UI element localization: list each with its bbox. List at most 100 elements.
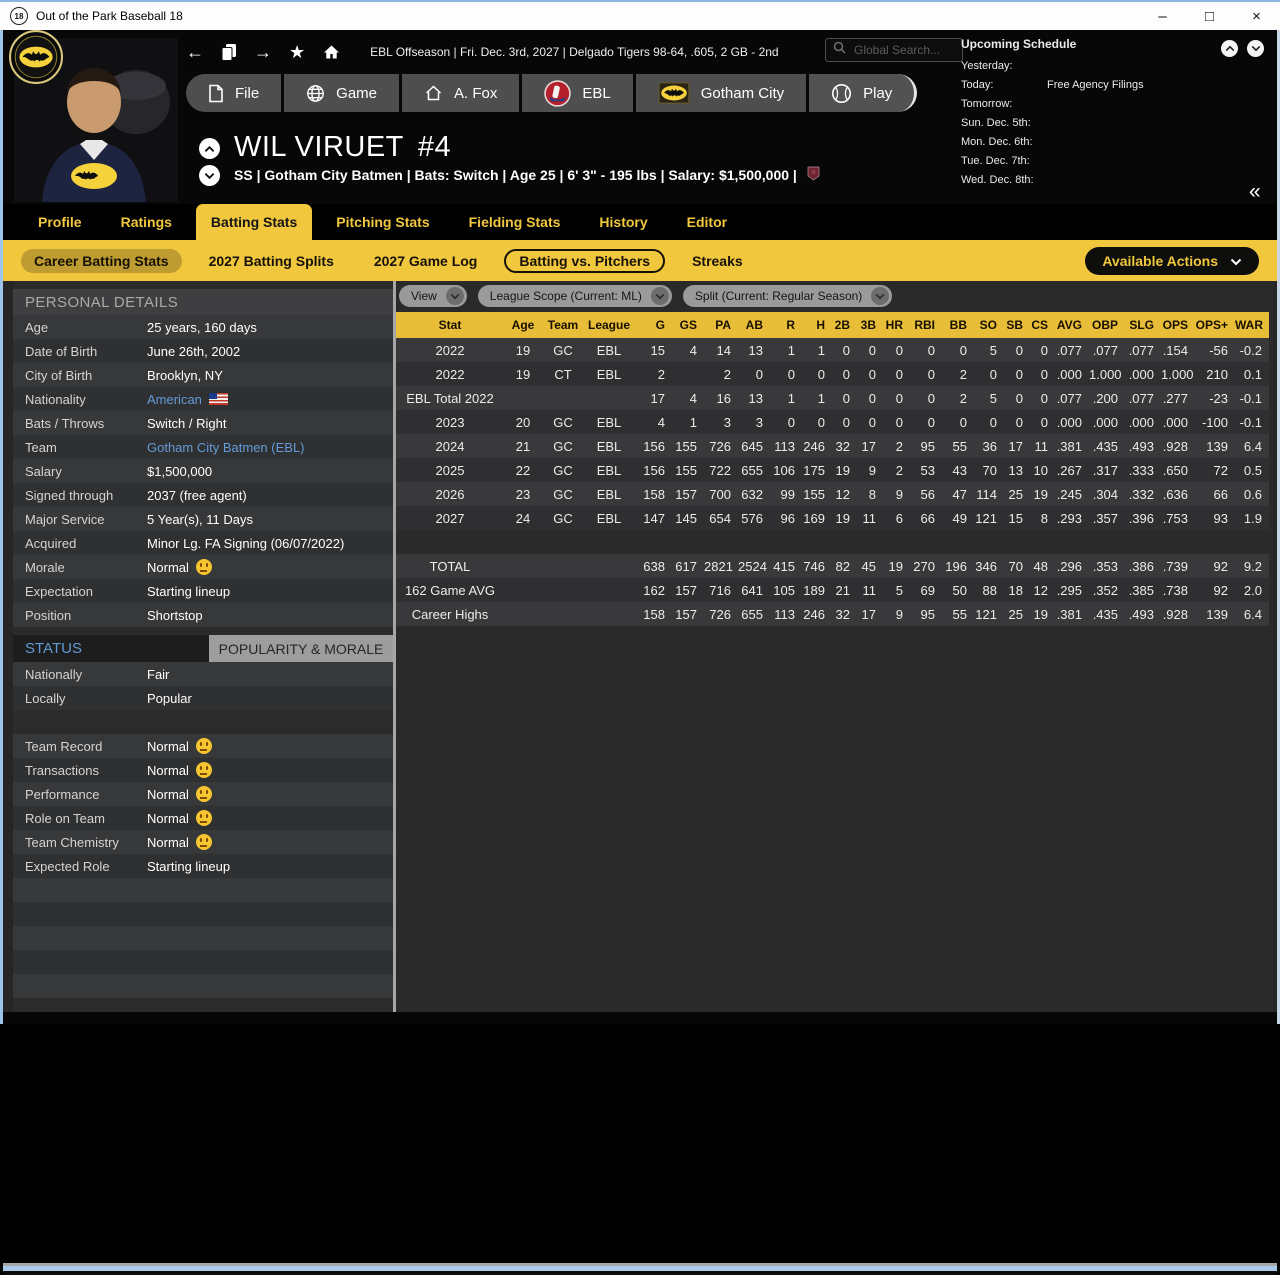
- tab-fielding-stats[interactable]: Fielding Stats: [468, 214, 561, 230]
- personal-detail-label: Acquired: [25, 535, 77, 551]
- column-header-league[interactable]: League: [584, 312, 634, 338]
- close-button[interactable]: ×: [1252, 7, 1261, 25]
- status-label: Locally: [25, 690, 66, 706]
- column-header-2b[interactable]: 2B: [832, 312, 857, 338]
- column-header-team[interactable]: Team: [542, 312, 584, 338]
- player-next-button[interactable]: [199, 165, 220, 186]
- personal-detail-value[interactable]: American: [147, 392, 228, 407]
- tab-batting-stats[interactable]: Batting Stats: [195, 204, 313, 240]
- minimize-button[interactable]: –: [1158, 7, 1167, 25]
- home-icon[interactable]: [322, 43, 341, 61]
- personal-detail-row-team: Team Gotham City Batmen (EBL): [13, 435, 393, 459]
- column-header-g[interactable]: G: [634, 312, 672, 338]
- status-row-transactions: Transactions Normal: [13, 758, 393, 782]
- column-header-3b[interactable]: 3B: [857, 312, 883, 338]
- maximize-button[interactable]: □: [1204, 7, 1215, 25]
- nav-button-a-fox[interactable]: A. Fox: [402, 74, 520, 112]
- tab-history[interactable]: History: [599, 214, 648, 230]
- subtab-career-batting-stats[interactable]: Career Batting Stats: [21, 248, 182, 273]
- column-header-so[interactable]: SO: [974, 312, 1004, 338]
- status-popularity-header: STATUS POPULARITY & MORALE: [13, 635, 393, 662]
- tab-ratings[interactable]: Ratings: [120, 214, 172, 230]
- column-header-ops[interactable]: OPS: [1161, 312, 1195, 338]
- schedule-day-label: Yesterday:: [961, 59, 1013, 72]
- status-value: Fair: [147, 666, 170, 682]
- personal-detail-value: Switch / Right: [147, 415, 227, 431]
- personal-detail-value: 2037 (free agent): [147, 487, 247, 503]
- subtab-2027-game-log[interactable]: 2027 Game Log: [373, 252, 478, 269]
- column-header-obp[interactable]: OBP: [1089, 312, 1125, 338]
- status-value: Starting lineup: [147, 858, 231, 874]
- us-flag-icon: [208, 393, 228, 405]
- tab-editor[interactable]: Editor: [686, 214, 728, 230]
- stats-row-2025: 2025 22 GC EBL 156 155 722 655 106 175 19 9 2 53 43 70 1…: [396, 458, 1269, 482]
- back-arrow-icon[interactable]: ←: [186, 41, 204, 62]
- player-prev-button[interactable]: [199, 138, 220, 159]
- personal-detail-value[interactable]: Gotham City Batmen (EBL): [147, 439, 305, 455]
- nav-button-ebl[interactable]: EBL: [522, 74, 633, 112]
- nav-button-gotham-city[interactable]: Gotham City: [635, 74, 807, 112]
- subtab-streaks[interactable]: Streaks: [692, 252, 743, 269]
- column-header-rbi[interactable]: RBI: [910, 312, 942, 338]
- status-value: Normal: [147, 762, 212, 778]
- schedule-event: Free Agency Filings: [1047, 78, 1144, 91]
- upcoming-schedule-panel: Upcoming Schedule Yesterday: Today: Free A…: [961, 37, 1216, 189]
- column-header-war[interactable]: WAR: [1235, 312, 1269, 338]
- personal-detail-value: 5 Year(s), 11 Days: [147, 511, 253, 527]
- panel-divider: [393, 281, 396, 1012]
- scroll-down-button[interactable]: [1247, 40, 1264, 57]
- copy-pages-icon[interactable]: [221, 43, 237, 62]
- column-header-ops[interactable]: OPS+: [1195, 312, 1235, 338]
- column-header-cs[interactable]: CS: [1030, 312, 1055, 338]
- subtab-2027-batting-splits[interactable]: 2027 Batting Splits: [208, 252, 334, 269]
- chevron-down-icon: [445, 287, 464, 305]
- available-actions-label: Available Actions: [1102, 252, 1218, 269]
- schedule-day-label: Tomorrow:: [961, 97, 1013, 110]
- column-header-ab[interactable]: AB: [738, 312, 770, 338]
- column-header-avg[interactable]: AVG: [1055, 312, 1089, 338]
- forward-arrow-icon[interactable]: →: [254, 41, 272, 62]
- tab-popularity-morale[interactable]: POPULARITY & MORALE: [209, 635, 393, 662]
- tab-pitching-stats[interactable]: Pitching Stats: [336, 214, 430, 230]
- search-input[interactable]: [852, 42, 946, 58]
- column-header-hr[interactable]: HR: [883, 312, 910, 338]
- dropdown-split[interactable]: Split (Current: Regular Season): [682, 285, 893, 307]
- dropdown-league[interactable]: League Scope (Current: ML): [477, 285, 672, 307]
- personal-detail-row-nationality: Nationality American: [13, 387, 393, 411]
- personal-detail-value: 25 years, 160 days: [147, 319, 257, 335]
- column-header-gs[interactable]: GS: [672, 312, 704, 338]
- column-header-h[interactable]: H: [802, 312, 832, 338]
- schedule-day-label: Tue. Dec. 7th:: [961, 154, 1030, 167]
- personal-details-header: PERSONAL DETAILS: [13, 289, 393, 315]
- tab-status[interactable]: STATUS: [13, 635, 209, 662]
- personal-detail-value: Starting lineup: [147, 583, 231, 599]
- column-header-age[interactable]: Age: [504, 312, 542, 338]
- subtab-batting-vs-pitchers[interactable]: Batting vs. Pitchers: [504, 248, 666, 273]
- dropdown-view[interactable]: View: [399, 285, 467, 307]
- player-number: #4: [417, 131, 452, 163]
- nav-button-play[interactable]: Play: [809, 74, 918, 112]
- morale-face-icon: [195, 738, 212, 754]
- column-header-sb[interactable]: SB: [1004, 312, 1030, 338]
- personal-detail-row-age: Age 25 years, 160 days: [13, 315, 393, 339]
- star-icon[interactable]: ★: [289, 41, 306, 62]
- collapse-panel-icon[interactable]: «: [1249, 180, 1261, 203]
- column-header-stat[interactable]: Stat: [396, 312, 504, 338]
- column-header-slg[interactable]: SLG: [1125, 312, 1161, 338]
- column-header-pa[interactable]: PA: [704, 312, 738, 338]
- stats-filter-row: View League Scope (Current: ML) Split (Cur…: [399, 285, 893, 307]
- status-value: Normal: [147, 738, 212, 754]
- column-header-r[interactable]: R: [770, 312, 802, 338]
- personal-detail-label: Salary: [25, 463, 62, 479]
- content-area: PERSONAL DETAILS Age 25 years, 160 days Da…: [3, 281, 1277, 1275]
- scroll-up-button[interactable]: [1221, 40, 1238, 57]
- tab-profile[interactable]: Profile: [38, 214, 82, 230]
- personal-detail-label: Expectation: [25, 583, 93, 599]
- morale-face-icon: [195, 762, 212, 778]
- nav-button-game[interactable]: Game: [284, 74, 400, 112]
- personal-detail-label: Nationality: [25, 391, 86, 407]
- nav-button-file[interactable]: File: [186, 74, 282, 112]
- schedule-row: Tue. Dec. 7th:: [961, 151, 1216, 170]
- column-header-bb[interactable]: BB: [942, 312, 974, 338]
- available-actions-button[interactable]: Available Actions: [1085, 246, 1259, 275]
